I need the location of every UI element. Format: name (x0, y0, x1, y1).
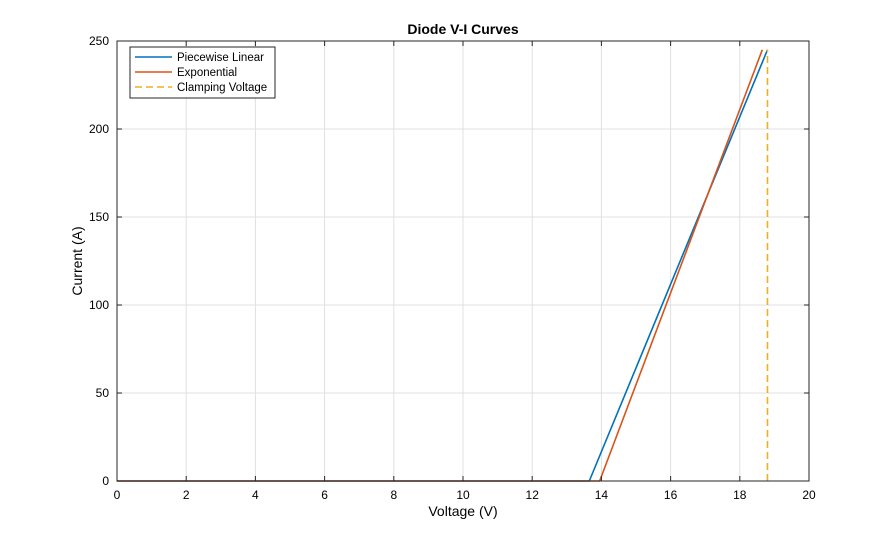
x-tick-label: 12 (526, 488, 540, 502)
y-tick-label: 50 (96, 386, 110, 400)
chart-title: Diode V-I Curves (407, 21, 518, 37)
x-tick-label: 20 (802, 488, 816, 502)
x-tick-label: 4 (252, 488, 259, 502)
legend: Piecewise Linear Exponential Clamping Volt… (129, 46, 276, 99)
legend-label: Piecewise Linear (177, 52, 264, 64)
y-tick-label: 250 (89, 34, 109, 48)
x-tick-label: 14 (595, 488, 609, 502)
x-tick-label: 16 (664, 488, 678, 502)
x-tick-label: 8 (390, 488, 397, 502)
x-tick-label: 2 (183, 488, 190, 502)
legend-label: Clamping Voltage (177, 82, 267, 94)
x-tick-label: 18 (733, 488, 747, 502)
x-tick-label: 6 (321, 488, 328, 502)
y-tick-label: 100 (89, 298, 109, 312)
x-tick-label: 10 (456, 488, 470, 502)
x-axis-label: Voltage (V) (428, 503, 497, 519)
y-tick-label: 150 (89, 210, 109, 224)
y-axis-label: Current (A) (69, 226, 85, 295)
x-tick-label: 0 (114, 488, 121, 502)
y-tick-label: 0 (102, 474, 109, 488)
y-tick-label: 200 (89, 122, 109, 136)
legend-label: Exponential (177, 67, 237, 79)
